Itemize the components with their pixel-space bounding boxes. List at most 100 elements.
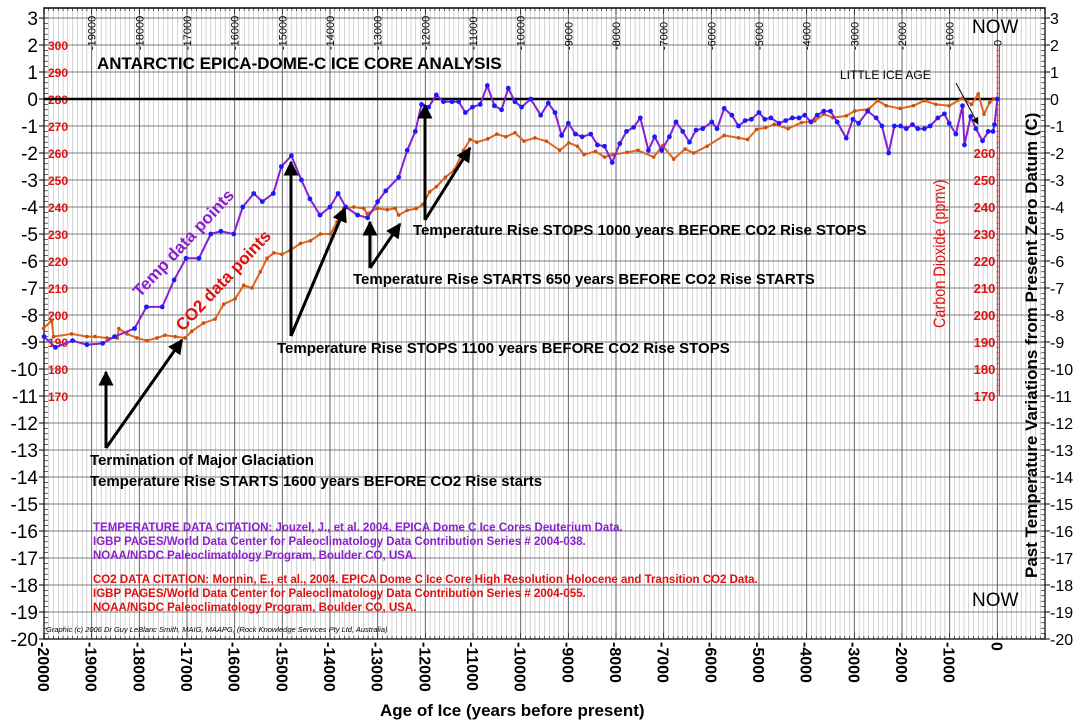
co2-data-point (318, 232, 323, 236)
co2-data-point (443, 175, 448, 180)
co2-data-point (992, 97, 996, 101)
co2-data-point (155, 336, 159, 340)
co2-data-point (799, 120, 804, 125)
temperature-data-point (335, 191, 341, 196)
co2-data-point (736, 136, 741, 140)
co2-data-point (434, 184, 439, 189)
temperature-data-point (828, 108, 833, 114)
temperature-data-point (873, 115, 879, 121)
x-tick-label-top: -10000 (516, 16, 528, 50)
temperature-data-point (512, 99, 518, 105)
y-tick-label-right: -19 (1050, 605, 1073, 622)
temperature-data-point (850, 116, 856, 122)
temperature-data-point (251, 191, 257, 196)
co2-data-point (969, 102, 974, 107)
temperature-data-point (946, 120, 952, 126)
y-tick-label-left: -14 (11, 468, 39, 489)
co2-tick-label-right: 230 (974, 227, 996, 242)
temperature-data-point (456, 99, 462, 105)
co2-data-point (298, 241, 303, 246)
co2-data-point (49, 318, 54, 323)
temperature-data-point (802, 112, 808, 118)
temperature-data-point (53, 345, 58, 350)
temperature-data-point (942, 111, 947, 117)
x-tick-label-top: -13000 (373, 16, 385, 50)
temperature-data-point (595, 142, 600, 148)
y-tick-label-right: -16 (1050, 524, 1073, 541)
co2-data-point (393, 206, 398, 211)
x-tick-label-top: -8000 (611, 22, 623, 50)
temperature-data-point (927, 123, 933, 129)
co2-data-point (763, 125, 768, 130)
co2-data-point (636, 148, 640, 153)
y-tick-label-left: -3 (21, 171, 38, 192)
y-tick-label-right: 0 (1050, 92, 1059, 109)
axes: 3 3 2 2 1 1 0 0 -1 -1 -2 -2 -3 -3 -4 -4 -5 -5 -6 -6 -7 -7 -8 -8… (11, 8, 1073, 692)
co2-tick-label-left: 230 (48, 228, 68, 242)
y-tick-label-right: 3 (1050, 11, 1059, 28)
y-tick-label-right: -8 (1050, 308, 1064, 325)
co2-data-point (362, 206, 366, 211)
temperature-data-point (768, 115, 774, 121)
co2-data-point (651, 155, 656, 159)
temperature-data-point (528, 96, 534, 102)
svg-text:IGBP PAGES/World Data Center f: IGBP PAGES/World Data Center for Paleocl… (93, 536, 586, 548)
co2-data-point (201, 321, 206, 325)
x-tick-label-top: -15000 (277, 16, 289, 50)
x-tick-label-bottom: -19000 (82, 642, 99, 692)
co2-data-point (911, 103, 916, 108)
co2-data-point (533, 136, 537, 140)
temperature-data-point (552, 110, 558, 115)
x-tick-label-bottom: -4000 (797, 642, 814, 683)
temperature-data-point (588, 131, 594, 137)
co2-data-point (976, 92, 981, 96)
co2-line (42, 91, 995, 342)
temperature-data-point (680, 129, 686, 134)
temperature-data-point (492, 103, 497, 109)
temperature-data-point (910, 122, 915, 128)
y-tick-label-right: -11 (1050, 389, 1072, 406)
co2-tick-label-right: 240 (974, 200, 996, 215)
co2-data-point (189, 329, 194, 334)
co2-data-point (705, 144, 709, 149)
temperature-data-point (426, 104, 432, 110)
y-tick-label-right: -12 (1050, 416, 1073, 433)
temperature-data-point (171, 277, 177, 283)
annotation-termination-2: Temperature Rise STARTS 1600 years BEFOR… (90, 473, 542, 490)
co2-data-point (414, 206, 419, 211)
y-tick-label-left: -12 (11, 414, 38, 435)
temperature-data-point (736, 123, 741, 129)
x-tick-label-top: -4000 (802, 22, 814, 50)
x-tick-label-bottom: 0 (987, 642, 1004, 651)
co2-data-point (844, 114, 849, 118)
co2-tick-label-left: 180 (48, 363, 68, 377)
temperature-data-point (412, 129, 418, 134)
temperature-data-point (953, 131, 959, 137)
temperature-data-point (396, 174, 402, 180)
co2-data-point (575, 144, 580, 149)
temperature-data-point (624, 129, 629, 134)
temperature-data-point (462, 110, 468, 115)
svg-text:TEMPERATURE DATA CITATION: Jou: TEMPERATURE DATA CITATION: Jouzel, J., e… (93, 522, 623, 534)
temperature-data-point (968, 114, 974, 119)
co2-data-point (853, 109, 857, 113)
co2-data-point (145, 338, 149, 343)
co2-data-point (485, 137, 490, 141)
co2-data-point (557, 148, 562, 153)
x-tick-label-top: -9000 (563, 22, 575, 50)
co2-tick-label-right: 190 (974, 335, 996, 350)
co2-data-point (183, 336, 187, 340)
x-tick-label-bottom: -13000 (368, 642, 385, 692)
temperature-data-point (821, 108, 827, 114)
y-tick-label-left: -9 (21, 333, 38, 354)
annotation-starts-650: Temperature Rise STARTS 650 years BEFORE… (353, 271, 815, 288)
temperature-data-point (259, 199, 265, 205)
temperature-data-point (898, 123, 903, 129)
co2-data-point (691, 151, 696, 155)
temperature-data-point (70, 338, 75, 344)
series-layer (41, 82, 1000, 350)
y-tick-label-right: -6 (1050, 254, 1064, 271)
annotation-stops-1000: Temperature Rise STOPS 1000 years BEFORE… (413, 222, 867, 239)
co2-data-point (982, 112, 986, 116)
